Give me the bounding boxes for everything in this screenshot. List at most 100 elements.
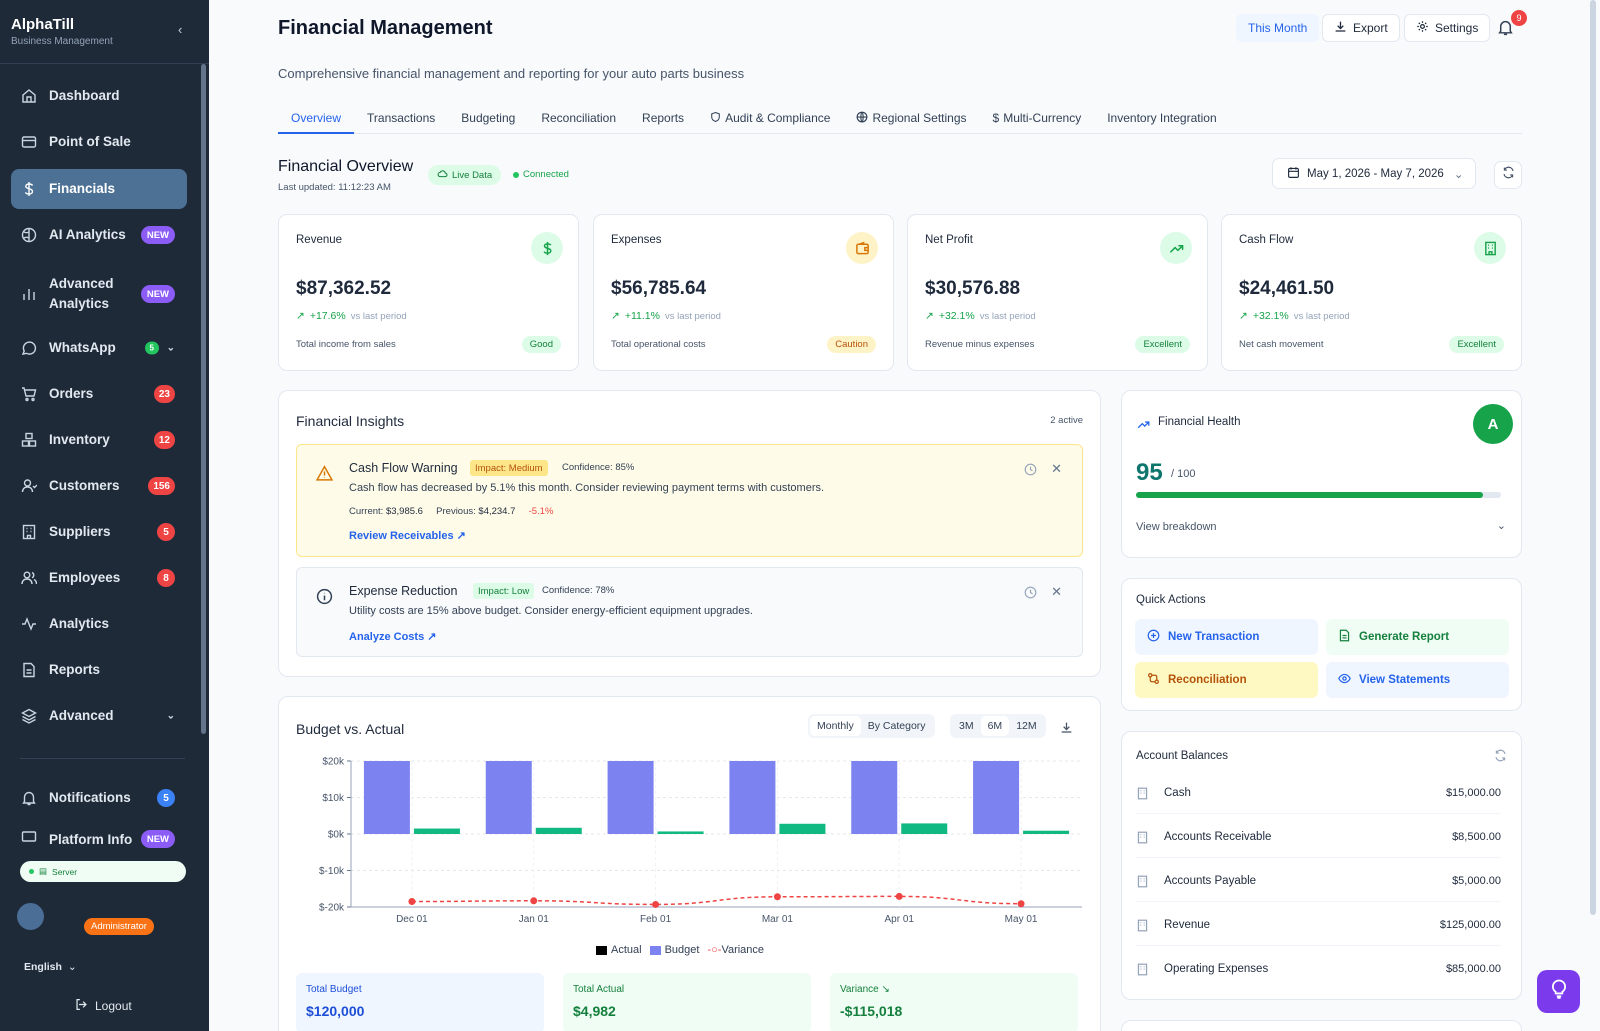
tab-multi-currency[interactable]: $ Multi-Currency bbox=[980, 106, 1095, 134]
sidebar-item-inventory[interactable]: Inventory 12 bbox=[11, 420, 187, 460]
snooze-clock-icon[interactable] bbox=[1024, 463, 1037, 481]
account-row[interactable]: Operating Expenses $85,000.00 bbox=[1136, 954, 1501, 984]
analyze-costs-link[interactable]: Analyze Costs ↗ bbox=[349, 630, 436, 643]
tab-reconciliation[interactable]: Reconciliation bbox=[541, 111, 617, 125]
chevron-down-icon[interactable]: ⌄ bbox=[1496, 520, 1506, 532]
new-transaction-button[interactable]: New Transaction bbox=[1135, 619, 1318, 655]
tab-overview[interactable]: Overview bbox=[278, 106, 355, 134]
range-3m-option[interactable]: 3M bbox=[959, 720, 974, 732]
by-category-option[interactable]: By Category bbox=[867, 720, 926, 732]
settings-button[interactable]: Settings bbox=[1404, 14, 1491, 42]
view-statements-button[interactable]: View Statements bbox=[1326, 662, 1509, 698]
swap-icon bbox=[1147, 672, 1160, 688]
tab-audit-compliance[interactable]: Audit & Compliance bbox=[697, 106, 843, 134]
range-12m-option[interactable]: 12M bbox=[1016, 720, 1037, 732]
account-name: Accounts Payable bbox=[1164, 875, 1257, 887]
date-range-picker[interactable]: May 1, 2026 - May 7, 2026 ⌄ bbox=[1272, 158, 1476, 189]
page-scrollbar[interactable] bbox=[1590, 0, 1596, 915]
tips-lightbulb-button[interactable] bbox=[1537, 970, 1580, 1013]
range-6m-option[interactable]: 6M bbox=[980, 716, 1010, 736]
sidebar-item-notifications[interactable]: Notifications 5 bbox=[11, 778, 187, 818]
server-icon: ▤ bbox=[39, 866, 48, 876]
summary-label: Total Budget bbox=[306, 984, 362, 995]
new-badge: NEW bbox=[140, 830, 175, 848]
kpi-card-cash-flow[interactable]: Cash Flow $24,461.50 ↗ +32.1% vs last peri… bbox=[1221, 214, 1522, 371]
sidebar-item-reports[interactable]: Reports bbox=[11, 650, 187, 690]
tab-budgeting[interactable]: Budgeting bbox=[461, 111, 516, 125]
account-row[interactable]: Accounts Payable $5,000.00 bbox=[1136, 866, 1501, 896]
this-month-button[interactable]: This Month bbox=[1236, 14, 1320, 42]
generate-report-button[interactable]: Generate Report bbox=[1326, 619, 1509, 655]
close-icon[interactable]: ✕ bbox=[1051, 461, 1062, 476]
bar-chart-icon bbox=[21, 286, 37, 302]
confidence-label: Confidence: 85% bbox=[562, 462, 635, 473]
sidebar-item-analytics[interactable]: Analytics bbox=[11, 604, 187, 644]
download-icon[interactable] bbox=[1060, 721, 1073, 739]
previous-label: Previous: bbox=[436, 506, 476, 517]
review-receivables-link[interactable]: Review Receivables ↗ bbox=[349, 529, 466, 542]
sidebar-item-customers[interactable]: Customers 156 bbox=[11, 466, 187, 506]
reconciliation-button[interactable]: Reconciliation bbox=[1135, 662, 1318, 698]
health-title: Financial Health bbox=[1158, 416, 1241, 428]
sidebar-item-advanced-analytics[interactable]: Advanced Analytics NEW bbox=[11, 272, 187, 316]
account-row[interactable]: Accounts Receivable $8,500.00 bbox=[1136, 822, 1501, 852]
sidebar-item-label: Employees bbox=[49, 570, 121, 585]
monthly-option[interactable]: Monthly bbox=[810, 716, 861, 736]
sidebar-item-whatsapp[interactable]: WhatsApp 5 ⌄ bbox=[11, 328, 187, 368]
previous-value: $4,234.7 bbox=[478, 506, 516, 517]
sidebar-item-employees[interactable]: Employees 8 bbox=[11, 558, 187, 598]
sidebar-item-point-of-sale[interactable]: Point of Sale bbox=[11, 122, 187, 162]
kpi-card-revenue[interactable]: Revenue $87,362.52 ↗ +17.6% vs last period… bbox=[278, 214, 579, 371]
insight-title: Cash Flow Warning bbox=[349, 461, 458, 475]
date-range-value: May 1, 2026 - May 7, 2026 bbox=[1307, 167, 1444, 180]
sidebar-item-ai-analytics[interactable]: AI Analytics NEW bbox=[11, 215, 187, 255]
tab-bar: Overview Transactions Budgeting Reconcil… bbox=[278, 106, 1522, 134]
sidebar-scrollbar[interactable] bbox=[201, 64, 206, 734]
x-tick-label: Feb 01 bbox=[640, 914, 672, 925]
kpi-change: ↗ +11.1% vs last period bbox=[611, 310, 721, 322]
kpi-card-net-profit[interactable]: Net Profit $30,576.88 ↗ +32.1% vs last per… bbox=[907, 214, 1208, 371]
tab-regional-settings[interactable]: Regional Settings bbox=[843, 106, 979, 134]
tab-inventory-integration[interactable]: Inventory Integration bbox=[1107, 111, 1217, 125]
collapse-sidebar-icon[interactable]: ‹ bbox=[178, 22, 183, 37]
legend-variance: -○-Variance bbox=[707, 944, 765, 956]
export-button[interactable]: Export bbox=[1322, 14, 1400, 42]
legend-label: Variance bbox=[721, 944, 765, 956]
sidebar-item-suppliers[interactable]: Suppliers 5 bbox=[11, 512, 187, 552]
sidebar-item-orders[interactable]: Orders 23 bbox=[11, 374, 187, 414]
kpi-card-expenses[interactable]: Expenses $56,785.64 ↗ +11.1% vs last perio… bbox=[593, 214, 894, 371]
cart-icon bbox=[21, 386, 37, 402]
brand-name: AlphaTill bbox=[11, 16, 75, 33]
language-selector[interactable]: English ⌄ bbox=[24, 961, 77, 973]
refresh-button[interactable] bbox=[1494, 161, 1522, 189]
sidebar-item-financials[interactable]: Financials bbox=[11, 169, 187, 209]
tab-reports[interactable]: Reports bbox=[642, 111, 685, 125]
summary-value: -$115,018 bbox=[840, 1003, 903, 1019]
sidebar-item-platform-info[interactable]: Platform Info NEW bbox=[11, 826, 187, 848]
health-progress-fill bbox=[1136, 492, 1483, 498]
kpi-title: Expenses bbox=[611, 234, 662, 246]
snooze-clock-icon[interactable] bbox=[1024, 586, 1037, 604]
notification-bell-icon[interactable] bbox=[1497, 19, 1514, 41]
logout-button[interactable]: Logout bbox=[75, 998, 132, 1014]
sidebar-item-advanced[interactable]: Advanced ⌄ bbox=[11, 696, 187, 736]
budget-chart: $20k $10k $0k $-10k $-20k Dec 01 Jan 01 Feb 01 M… bbox=[319, 757, 1082, 925]
view-breakdown-toggle[interactable]: View breakdown bbox=[1136, 521, 1217, 533]
refresh-icon[interactable] bbox=[1494, 749, 1507, 767]
current-value: $3,985.6 bbox=[385, 506, 423, 517]
link-label: Review Receivables bbox=[349, 530, 454, 542]
total-actual-summary: Total Actual $4,982 bbox=[563, 973, 811, 1031]
sidebar-item-label: Dashboard bbox=[49, 88, 120, 103]
account-row[interactable]: Revenue $125,000.00 bbox=[1136, 910, 1501, 940]
count-badge: 5 bbox=[144, 341, 159, 355]
kpi-change: ↗ +32.1% vs last period bbox=[1239, 310, 1350, 322]
tab-transactions[interactable]: Transactions bbox=[367, 111, 436, 125]
activity-icon bbox=[21, 616, 37, 632]
quick-actions-card: Quick Actions New Transaction Generate R… bbox=[1121, 578, 1522, 711]
lightbulb-icon bbox=[1550, 979, 1568, 1004]
close-icon[interactable]: ✕ bbox=[1051, 584, 1062, 599]
account-row[interactable]: Cash $15,000.00 bbox=[1136, 778, 1501, 808]
sidebar-item-dashboard[interactable]: Dashboard bbox=[11, 76, 187, 116]
avatar[interactable] bbox=[17, 903, 44, 930]
tab-label: Multi-Currency bbox=[1003, 111, 1082, 125]
